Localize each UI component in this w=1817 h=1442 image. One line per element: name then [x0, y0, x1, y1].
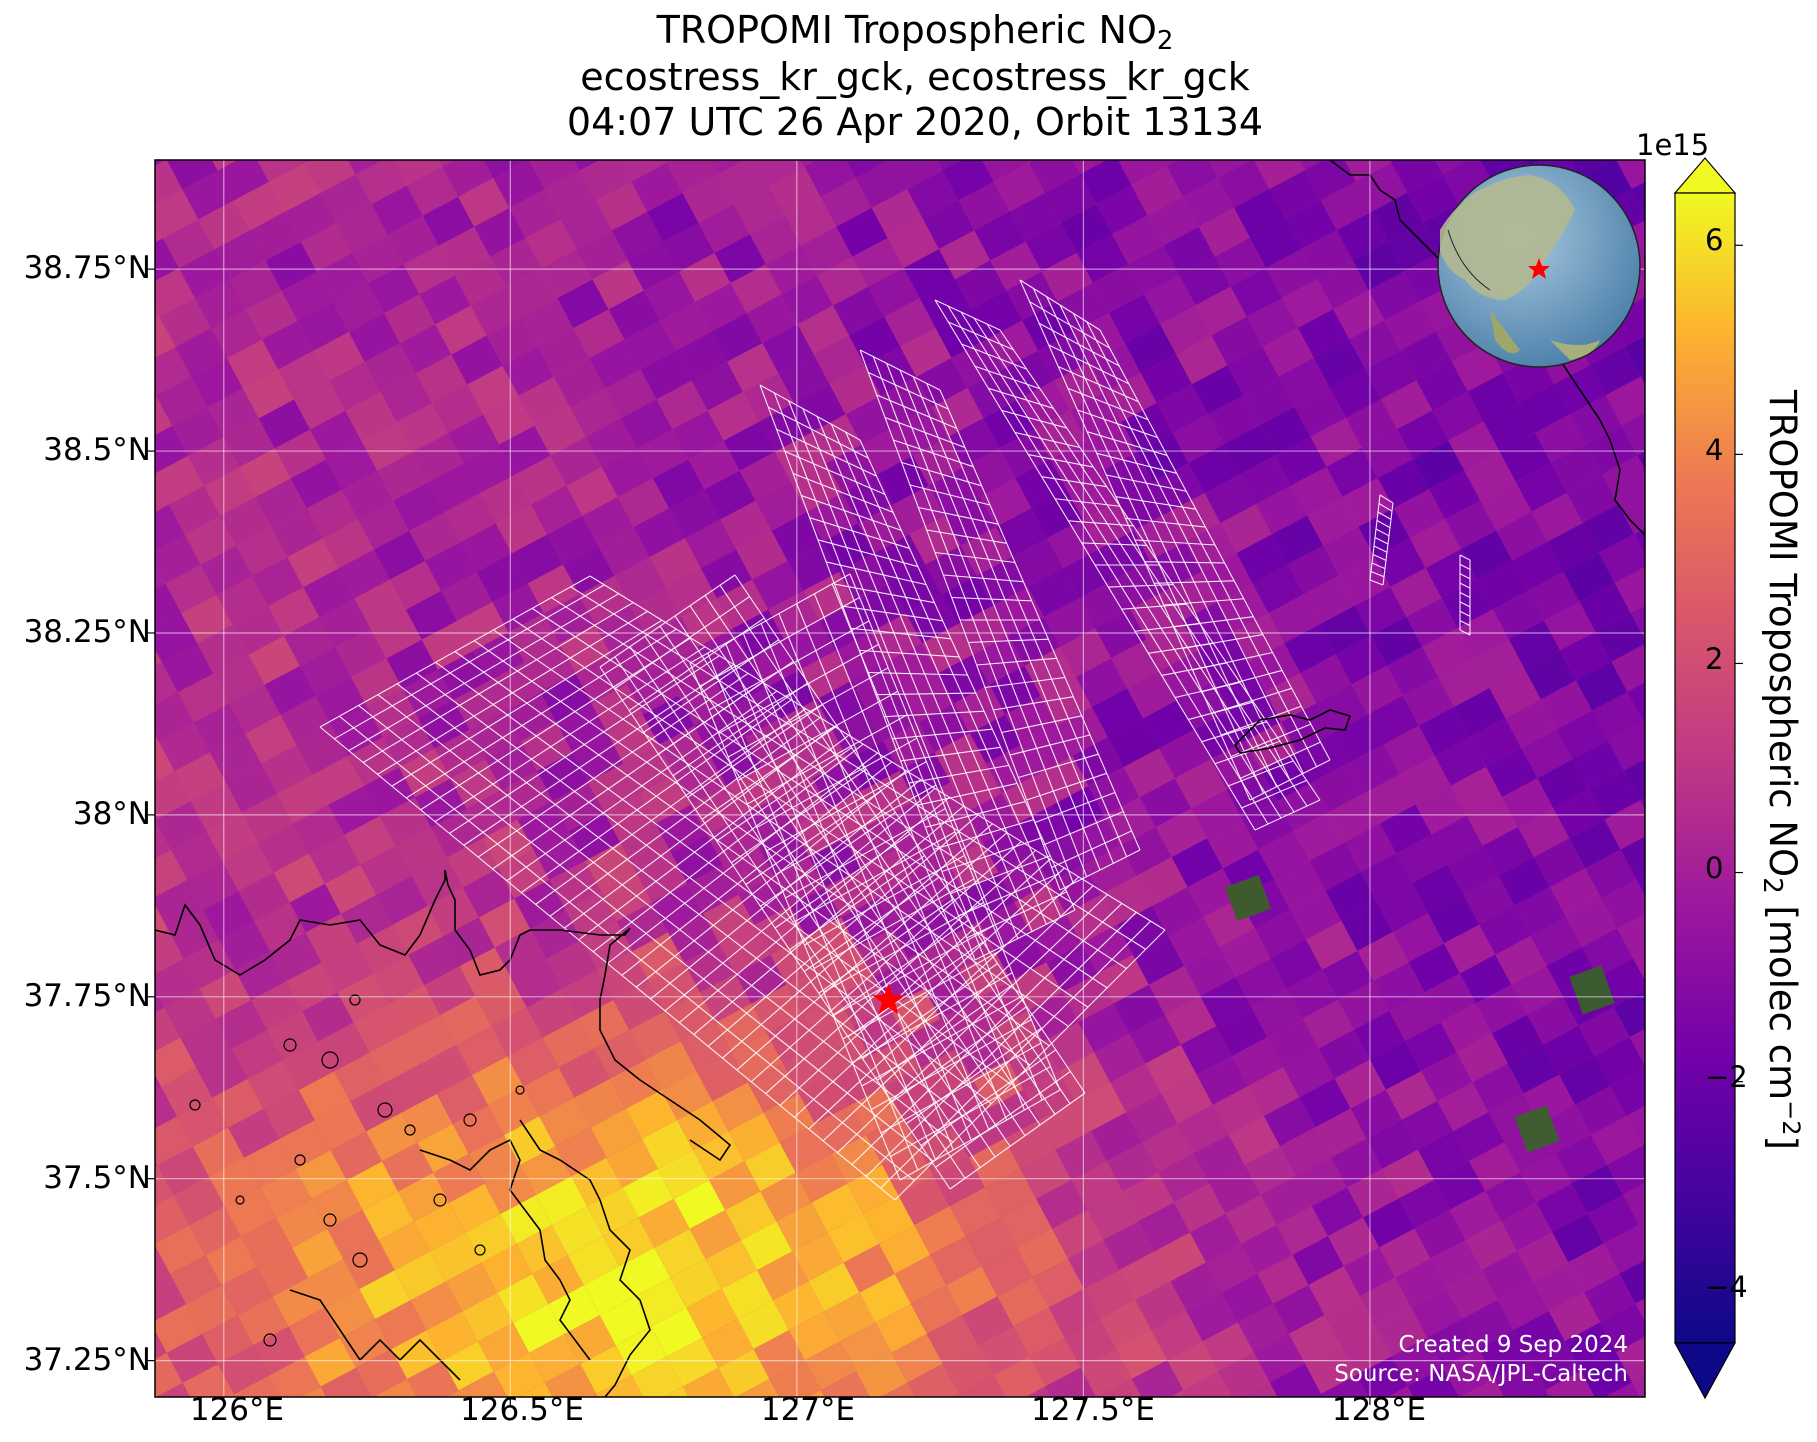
colorbar-tick-label: −2: [1705, 1060, 1748, 1094]
map-title-line-2: ecostress_kr_gck, ecostress_kr_gck: [580, 55, 1250, 99]
source-credit-text: Source: NASA/JPL-Caltech: [1334, 1361, 1628, 1387]
colorbar-tick-label: 6: [1705, 223, 1724, 257]
lon-label: 127.5°E: [1031, 1392, 1155, 1428]
lon-label: 127°E: [760, 1392, 856, 1428]
lon-label: 126.5°E: [460, 1392, 584, 1428]
red-star-marker: [872, 983, 905, 1015]
lat-label: 37.25°N: [23, 1342, 151, 1378]
colorbar: [1673, 157, 1743, 1400]
lat-label: 38.5°N: [43, 432, 151, 468]
lat-label: 38.75°N: [23, 250, 151, 286]
map-title-line-3: 04:07 UTC 26 Apr 2020, Orbit 13134: [566, 100, 1264, 144]
lat-label: 37.5°N: [43, 1160, 151, 1196]
island-outlines: [189, 994, 525, 1347]
map-area: [155, 160, 1645, 1397]
graticule: [155, 160, 1645, 1397]
lon-label: 128°E: [1331, 1392, 1427, 1428]
colorbar-tick-label: 0: [1705, 851, 1724, 885]
colorbar-tick-label: −4: [1705, 1270, 1748, 1304]
lat-label: 38°N: [72, 796, 151, 832]
map-title-line-1: TROPOMI Tropospheric NO2: [656, 8, 1174, 56]
colorbar-tick-label: 4: [1705, 433, 1724, 467]
lon-label: 126°E: [189, 1392, 285, 1428]
lat-label: 37.75°N: [23, 978, 151, 1014]
satellite-image-chips: [1224, 874, 1615, 1153]
ecostress-footprint-grid: [319, 279, 1471, 1201]
globe-inset-icon: [1437, 164, 1641, 368]
map-frame: [154, 159, 1646, 1398]
colorbar-tick-label: 2: [1705, 642, 1724, 676]
created-date-text: Created 9 Sep 2024: [1398, 1332, 1628, 1358]
lat-label: 38.25°N: [23, 614, 151, 650]
colorbar-exponent: 1e15: [1636, 128, 1710, 162]
colorbar-title: TROPOMI Tropospheric NO2 [molec cm−2]: [1756, 390, 1806, 1150]
